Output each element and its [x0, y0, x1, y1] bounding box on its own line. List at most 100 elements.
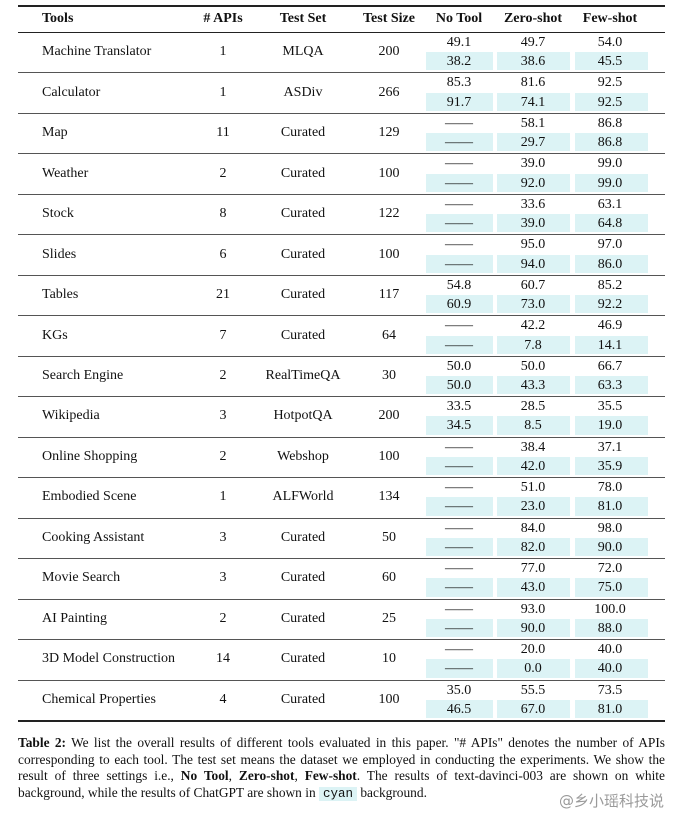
cell: 100 [378, 691, 400, 707]
chatgpt-value: 7.8 [524, 337, 542, 353]
tool-name: Machine Translator [42, 44, 152, 60]
davinci-value: 54.8 [446, 277, 472, 293]
davinci-value: 95.0 [520, 237, 546, 253]
chatgpt-value: 43.3 [520, 378, 546, 393]
chatgpt-value: 23.0 [520, 499, 546, 515]
bold-text: Few-shot [304, 768, 357, 784]
cyan-cell [426, 416, 493, 435]
cyan-cell [575, 578, 648, 597]
cell: 25 [382, 610, 396, 626]
row-rule [18, 639, 665, 640]
tool-name: Movie Search [42, 570, 121, 586]
davinci-value: 63.1 [597, 196, 623, 212]
cell: RealTimeQA [265, 368, 341, 383]
cell: Curated [280, 206, 326, 222]
cell: ASDiv [283, 84, 323, 100]
davinci-value: —— [445, 196, 473, 212]
chatgpt-value: 34.5 [446, 418, 472, 434]
cell: 3 [219, 529, 227, 545]
davinci-value: 38.4 [520, 439, 546, 455]
cell: 14 [216, 651, 230, 667]
davinci-value: 73.5 [597, 682, 623, 698]
cell: 100 [378, 246, 400, 262]
chatgpt-value: 94.0 [520, 256, 546, 272]
chatgpt-value: —— [445, 175, 473, 191]
cyan-cell [575, 537, 648, 557]
davinci-value: —— [445, 520, 473, 536]
chatgpt-value: 35.9 [597, 458, 623, 474]
cyan-cell [497, 52, 570, 71]
row-rule [18, 234, 665, 235]
davinci-value: 58.1 [520, 115, 546, 131]
tool-name: Search Engine [42, 368, 124, 383]
cyan-cell [575, 295, 648, 314]
row-rule [18, 315, 665, 316]
tool-name: Online Shopping [42, 448, 138, 464]
davinci-value: 37.1 [597, 439, 623, 455]
cell: Curated [280, 287, 326, 303]
row-rule [18, 598, 665, 600]
chatgpt-value: 8.5 [524, 418, 542, 434]
cell: Curated [280, 246, 326, 262]
davinci-value: —— [445, 318, 473, 334]
davinci-value: 85.3 [446, 75, 472, 91]
chatgpt-value: 82.0 [520, 539, 546, 555]
davinci-value: 49.7 [520, 35, 546, 50]
cell: 30 [382, 368, 396, 383]
davinci-value: 72.0 [597, 561, 623, 577]
chatgpt-value: 67.0 [520, 701, 546, 717]
chatgpt-value: 43.0 [520, 580, 546, 596]
cell: 1 [219, 44, 227, 60]
chatgpt-value: 50.0 [446, 378, 472, 393]
header-cell: No Tool [435, 11, 483, 26]
row-rule [18, 355, 665, 357]
cyan-cell [497, 456, 570, 476]
cell: 7 [219, 327, 227, 343]
cell: 8 [219, 206, 227, 222]
cell: Curated [280, 610, 326, 626]
tool-name: AI Painting [42, 610, 107, 626]
chatgpt-value: 14.1 [597, 337, 623, 353]
cyan-cell [426, 497, 493, 516]
davinci-value: 66.7 [597, 358, 623, 374]
davinci-value: —— [445, 642, 473, 658]
cell: Curated [280, 165, 326, 181]
bold-text: Zero-shot [238, 768, 295, 784]
header-cell: Test Size [363, 11, 415, 26]
tool-name: Wikipedia [42, 408, 100, 424]
davinci-value: —— [445, 156, 473, 172]
cell: 6 [219, 246, 227, 262]
caption-text: , [294, 768, 305, 784]
chatgpt-value: —— [445, 216, 473, 232]
chatgpt-value: —— [445, 337, 473, 353]
caption: Table 2: We list the overall results of … [18, 735, 665, 802]
davinci-value: 98.0 [597, 520, 623, 536]
davinci-value: —— [445, 237, 473, 253]
chatgpt-value: 38.2 [446, 54, 472, 70]
cyan-cell [575, 416, 648, 435]
cyan-cell [575, 618, 648, 638]
cell: Curated [280, 529, 326, 545]
chatgpt-value: 92.2 [597, 297, 623, 313]
davinci-value: 97.0 [597, 237, 623, 253]
cyan-cell [497, 578, 570, 597]
davinci-value: 50.0 [520, 358, 546, 374]
row-rule [18, 679, 665, 681]
davinci-value: 100.0 [594, 601, 626, 617]
cyan-cell [426, 578, 493, 597]
row-rule [18, 436, 665, 438]
cell: Curated [280, 327, 326, 343]
cell: 60 [382, 570, 396, 586]
davinci-value: 77.0 [520, 561, 546, 577]
chatgpt-value: 99.0 [597, 175, 623, 191]
cell: 129 [378, 125, 400, 141]
davinci-value: 55.5 [520, 682, 546, 698]
cell: 10 [382, 651, 396, 667]
davinci-value: 42.2 [520, 318, 546, 334]
cyan-cell [575, 456, 648, 476]
cyan-cell [575, 699, 648, 718]
cyan-cell [497, 133, 570, 152]
tool-name: Calculator [42, 84, 101, 100]
cyan-cell [426, 295, 493, 314]
tool-name: 3D Model Construction [42, 651, 175, 667]
